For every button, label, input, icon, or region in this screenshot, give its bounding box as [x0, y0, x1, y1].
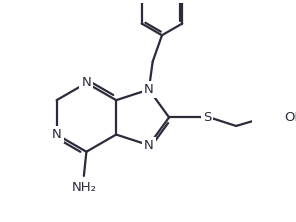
Text: S: S: [203, 111, 211, 124]
Text: N: N: [81, 77, 91, 89]
Text: N: N: [144, 83, 154, 96]
Text: NH₂: NH₂: [71, 181, 96, 194]
Text: N: N: [144, 139, 154, 152]
Text: OH: OH: [284, 111, 296, 124]
Text: N: N: [52, 128, 62, 141]
